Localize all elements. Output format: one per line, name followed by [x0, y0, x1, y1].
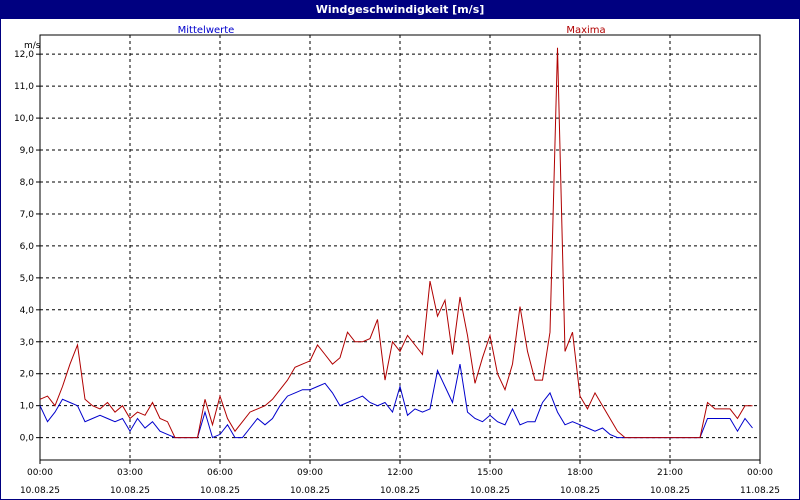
series-lines — [39, 47, 753, 439]
x-tick-date-label: 10.08.25 — [470, 486, 510, 496]
series-line-mittelwerte — [39, 364, 753, 439]
x-tick-time-label: 09:00 — [297, 468, 323, 478]
x-tick-time-label: 00:00 — [747, 468, 773, 478]
x-tick-time-label: 00:00 — [27, 468, 53, 478]
y-tick-label: 3,0 — [20, 338, 35, 348]
y-tick-label: 2,0 — [20, 370, 35, 380]
x-tick-date-label: 10.08.25 — [650, 486, 690, 496]
y-tick-label: 8,0 — [20, 178, 35, 188]
y-tick-label: 7,0 — [20, 210, 35, 220]
x-tick-date-label: 10.08.25 — [290, 486, 330, 496]
legend-maxima: Maxima — [566, 25, 606, 36]
chart-title: Windgeschwindigkeit [m/s] — [1, 1, 799, 19]
series-line-maxima — [39, 47, 753, 439]
y-tick-label: 1,0 — [20, 402, 35, 412]
x-tick-time-label: 18:00 — [567, 468, 593, 478]
x-tick-time-label: 03:00 — [117, 468, 143, 478]
y-axis-unit-label: m/s — [24, 41, 41, 51]
x-tick-date-label: 11.08.25 — [740, 486, 780, 496]
x-tick-date-label: 10.08.25 — [560, 486, 600, 496]
x-tick-time-label: 12:00 — [387, 468, 413, 478]
y-tick-label: 5,0 — [20, 274, 35, 284]
grid-lines — [40, 35, 760, 460]
x-tick-date-label: 10.08.25 — [20, 486, 60, 496]
y-tick-label: 4,0 — [20, 306, 35, 316]
legend-mittelwerte: Mittelwerte — [177, 25, 235, 36]
x-tick-time-label: 06:00 — [207, 468, 233, 478]
y-axis-ticks: 0,0 1,0 2,0 3,0 4,0 5,0 6,0 7,0 8,0 9,0 10,0 11,0 12… — [14, 50, 40, 444]
x-axis-ticks: 00:00 10.08.25 03:00 10.08.25 06:00 10.08.25 0… — [20, 460, 780, 496]
y-tick-label: 10,0 — [14, 114, 34, 124]
y-tick-label: 11,0 — [14, 82, 34, 92]
y-tick-label: 9,0 — [20, 146, 35, 156]
y-tick-label: 6,0 — [20, 242, 35, 252]
y-tick-label: 0,0 — [20, 434, 35, 444]
x-tick-date-label: 10.08.25 — [380, 486, 420, 496]
x-tick-time-label: 21:00 — [657, 468, 683, 478]
x-tick-date-label: 10.08.25 — [200, 486, 240, 496]
x-tick-time-label: 15:00 — [477, 468, 503, 478]
y-tick-label: 12,0 — [14, 50, 34, 60]
x-tick-date-label: 10.08.25 — [110, 486, 150, 496]
